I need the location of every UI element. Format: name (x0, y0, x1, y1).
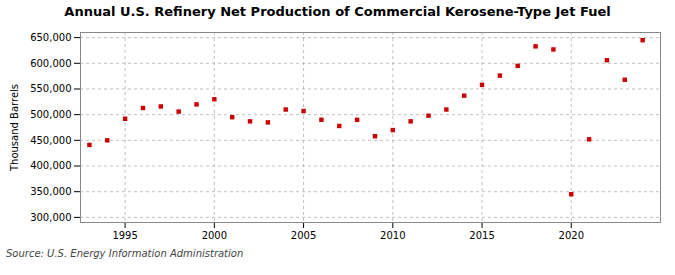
html-text:Source: U.S. Energy Informatio: Source: U.S. Energy Information Administ… (6, 248, 244, 259)
svg-text:2020: 2020 (559, 230, 584, 241)
svg-text:2005: 2005 (291, 230, 316, 241)
svg-text:550,000: 550,000 (30, 83, 71, 94)
svg-text:650,000: 650,000 (30, 32, 71, 43)
svg-text:300,000: 300,000 (30, 212, 71, 223)
svg-text:450,000: 450,000 (30, 135, 71, 146)
svg-text:2010: 2010 (380, 230, 405, 241)
svg-text:400,000: 400,000 (30, 160, 71, 171)
svg-text:350,000: 350,000 (30, 186, 71, 197)
html-text:Annual U.S. Refinery Net Produ: Annual U.S. Refinery Net Production of C… (64, 4, 611, 19)
svg-text:2015: 2015 (469, 230, 494, 241)
svg-text:600,000: 600,000 (30, 58, 71, 69)
svg-text:500,000: 500,000 (30, 109, 71, 120)
svg-text:2000: 2000 (202, 230, 227, 241)
svg-text:Thousand Barrels: Thousand Barrels (9, 84, 20, 172)
svg-text:1995: 1995 (112, 230, 137, 241)
